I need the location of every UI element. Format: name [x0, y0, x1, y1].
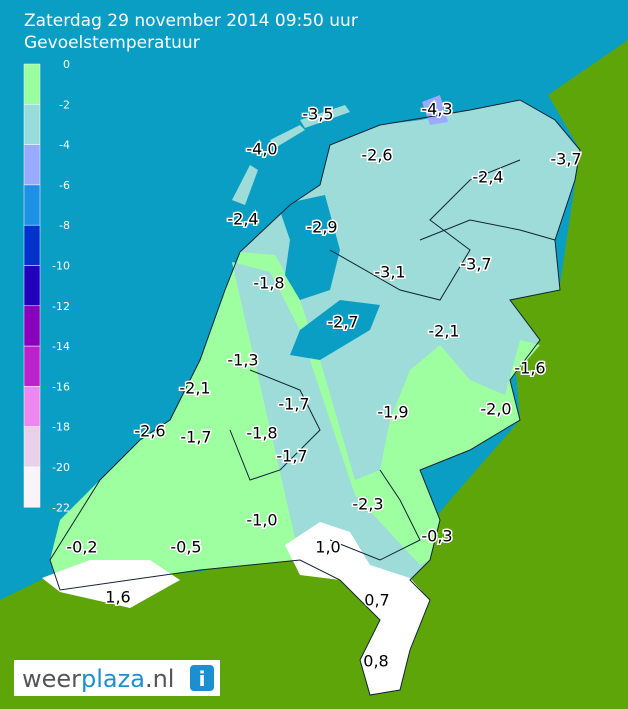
station-value: 1,0	[315, 538, 340, 557]
station-value: -1,8	[253, 274, 284, 293]
station-value: 1,6	[105, 588, 130, 607]
station-value: 0,8	[363, 652, 388, 671]
logo-part: .nl	[145, 665, 175, 693]
legend-swatch	[23, 265, 41, 307]
legend-label: -18	[52, 421, 70, 434]
station-value: -2,4	[472, 168, 503, 187]
legend-swatch	[23, 144, 41, 186]
island	[232, 165, 258, 205]
legend-label: -2	[59, 98, 70, 111]
legend-label: -16	[52, 380, 70, 393]
legend-swatch	[23, 63, 41, 105]
station-value: -2,6	[361, 146, 392, 165]
legend-swatch	[23, 305, 41, 347]
station-value: -1,8	[246, 424, 277, 443]
legend-label: -8	[59, 219, 70, 232]
logo-box	[14, 660, 220, 696]
netherlands-above-zero	[285, 522, 430, 695]
station-value: -2,1	[179, 379, 210, 398]
map-subtitle: Gevoelstemperatuur	[24, 33, 200, 53]
legend-swatch	[23, 104, 41, 145]
legend-label: -4	[59, 139, 70, 152]
legend-label: -14	[52, 340, 70, 353]
station-value: -2,4	[227, 210, 258, 229]
logo-part: plaza	[81, 665, 145, 693]
station-value: -4,0	[246, 140, 277, 159]
station-value: -3,7	[550, 150, 581, 169]
region-borders	[329, 469, 421, 561]
zeeland-above-zero	[42, 560, 180, 608]
station-value: -1,9	[377, 403, 408, 422]
station-value: -0,2	[66, 538, 97, 557]
logo-text: weerplaza.nl	[22, 665, 174, 693]
legend-swatch	[23, 184, 41, 226]
legend-label: -6	[59, 179, 70, 192]
legend-label: -22	[52, 501, 70, 514]
island	[422, 95, 448, 125]
station-value: -3,5	[302, 105, 333, 124]
region-borders	[419, 219, 556, 241]
station-value: -2,0	[480, 400, 511, 419]
ijsselmeer	[278, 195, 340, 300]
legend-swatch	[23, 426, 41, 468]
legend-label: -12	[52, 300, 70, 313]
logo-icon	[190, 665, 214, 691]
station-value: -2,7	[327, 313, 358, 332]
logo-part: weer	[22, 665, 81, 693]
station-value: -2,9	[306, 218, 337, 237]
legend-swatch	[23, 345, 41, 387]
netherlands-mild-east	[505, 340, 540, 420]
station-value: -2,6	[134, 422, 165, 441]
station-value: -1,7	[180, 428, 211, 447]
station-value: -4,3	[421, 100, 452, 119]
station-value: -2,1	[428, 322, 459, 341]
map-title: Zaterdag 29 november 2014 09:50 uur	[24, 11, 358, 31]
station-value: -0,5	[170, 538, 201, 557]
station-value: -1,0	[246, 511, 277, 530]
logo-icon-text: i	[199, 667, 206, 691]
station-value: -3,1	[374, 263, 405, 282]
legend-label: -20	[52, 461, 70, 474]
legend-swatch	[23, 466, 41, 508]
legend-label: 0	[63, 58, 70, 71]
station-value: -2,3	[352, 495, 383, 514]
station-value: -3,7	[460, 255, 491, 274]
foreign-land	[0, 40, 628, 709]
station-value: -1,6	[514, 359, 545, 378]
region-borders	[49, 99, 581, 696]
station-value: -1,7	[276, 447, 307, 466]
logo: weerplaza.nl i	[14, 660, 220, 696]
island	[300, 105, 350, 128]
station-value: -0,3	[421, 527, 452, 546]
region-borders	[329, 159, 521, 301]
legend-swatch	[23, 386, 41, 427]
station-value: -1,7	[278, 395, 309, 414]
island	[270, 125, 305, 148]
legend-swatch	[23, 224, 41, 266]
station-value: 0,7	[364, 591, 389, 610]
station-value: -1,3	[227, 351, 258, 370]
region-borders	[229, 369, 321, 481]
markermeer	[290, 300, 380, 360]
legend-label: -10	[52, 260, 70, 273]
